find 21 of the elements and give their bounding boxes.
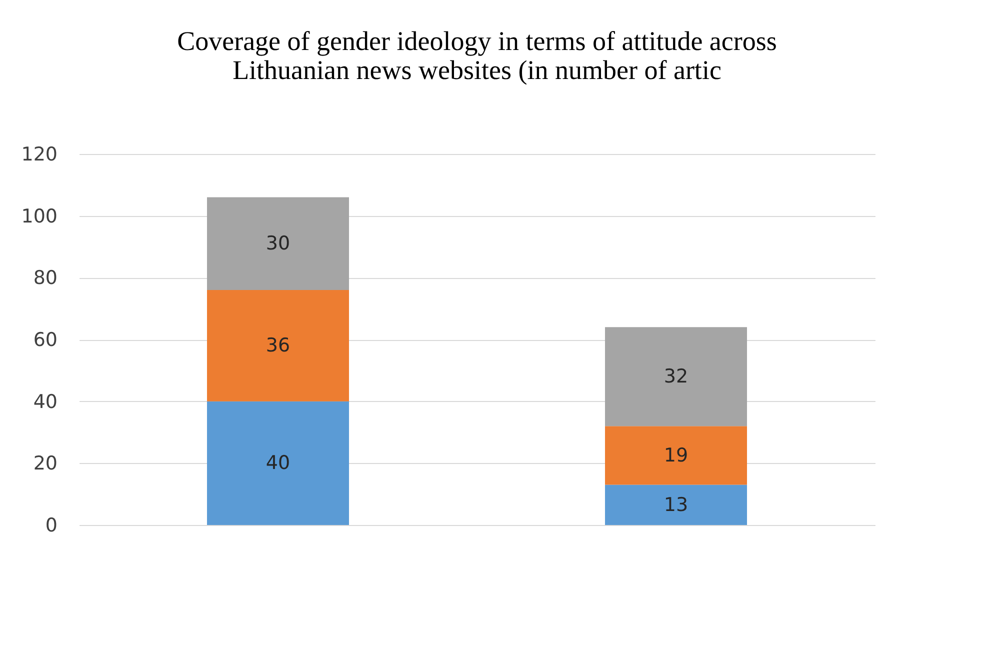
text: Lithuanian news websites (in number of artic [232,55,722,85]
y-tick-label: 100 [21,205,58,228]
y-tick-label: 40 [33,390,58,413]
y-tick-label: 60 [33,329,58,351]
data-label: 40 [266,452,290,474]
text: Coverage of gender ideology in terms of attitude across [177,26,777,56]
data-label: 30 [266,232,290,255]
y-tick-label: 0 [45,514,58,536]
bar [605,327,747,426]
bar [207,290,349,402]
data-label: 13 [664,494,688,516]
y-tick-label: 80 [33,267,58,290]
bar [207,401,349,525]
y-tick-label: 20 [33,452,58,475]
data-label: 19 [664,444,688,466]
data-label: 36 [266,334,290,357]
y-tick-label: 120 [21,144,58,166]
data-label: 32 [664,366,688,388]
bar [207,197,349,290]
bar [605,484,747,525]
bar [605,426,747,485]
